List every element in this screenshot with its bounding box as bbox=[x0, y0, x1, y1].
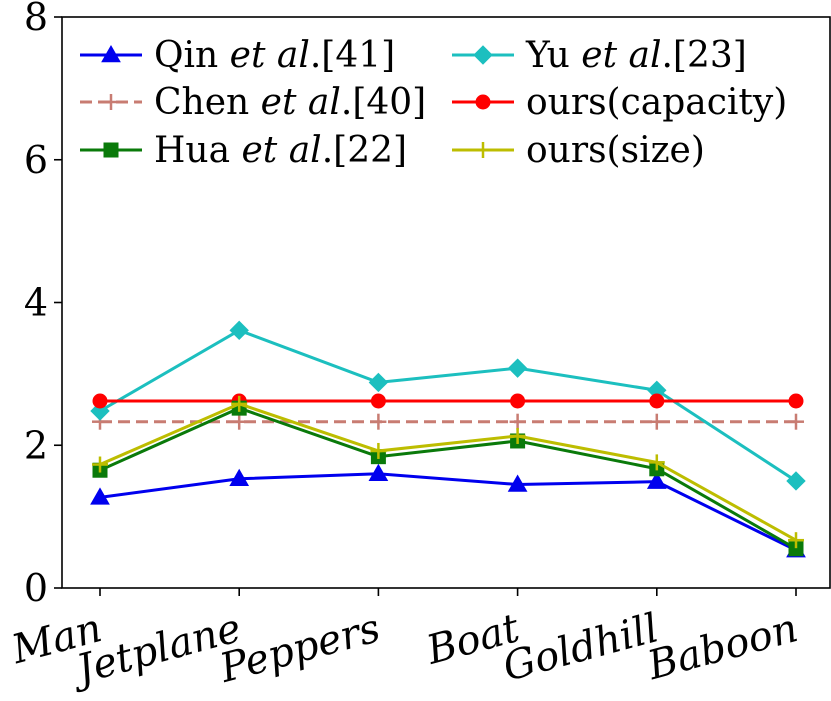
series-ours-size-point-man bbox=[92, 456, 108, 473]
series-chen-et-al-40-point-jetplane bbox=[231, 413, 248, 430]
y-tick-label-0: 0 bbox=[24, 566, 48, 610]
series-yu-et-al-23-line bbox=[99, 328, 797, 483]
series-chen-et-al-40-point-peppers bbox=[370, 413, 387, 430]
series-yu-et-al-23-point-baboon bbox=[786, 471, 806, 491]
series-yu-et-al-23-point-peppers-shape bbox=[368, 372, 389, 393]
legend-item-ours-capacity-label: ours(capacity) bbox=[526, 82, 787, 123]
legend-item-hua-et-al-22: Hua et al.[22] bbox=[80, 130, 407, 171]
series-yu-et-al-23-point-boat-shape bbox=[507, 358, 528, 378]
legend-item-yu-et-al-23-label: Yu et al.[23] bbox=[525, 35, 747, 76]
series-ours-capacity-point-goldhill-shape bbox=[649, 393, 665, 409]
series-qin-et-al-41-point-jetplane bbox=[229, 468, 250, 487]
y-tick-label-8: 8 bbox=[24, 0, 48, 39]
legend-item-ours-capacity: ours(capacity) bbox=[452, 82, 787, 123]
y-tick-label-4: 4 bbox=[24, 281, 48, 325]
series-yu-et-al-23 bbox=[90, 320, 806, 491]
series-ours-capacity-point-boat bbox=[510, 393, 526, 409]
legend-item-hua-et-al-22-swatch-marker bbox=[103, 142, 119, 158]
series-chen-et-al-40-point-baboon bbox=[788, 413, 804, 430]
series-ours-size-point-boat bbox=[509, 427, 526, 444]
y-tick-label-6: 6 bbox=[24, 138, 48, 182]
legend-item-qin-et-al-41-swatch-marker bbox=[101, 44, 121, 63]
series-qin-et-al-41-line bbox=[99, 472, 797, 552]
legend-item-ours-capacity-swatch-marker-shape bbox=[475, 94, 491, 110]
x-tick-label-baboon: Baboon bbox=[642, 605, 802, 689]
series-ours-size bbox=[92, 395, 804, 549]
series-qin-et-al-41-point-boat bbox=[507, 474, 528, 492]
legend-item-ours-size: ours(size) bbox=[452, 130, 705, 171]
legend-item-yu-et-al-23-swatch-marker bbox=[473, 45, 493, 65]
series-qin-et-al-41-point-goldhill bbox=[646, 471, 667, 489]
legend-item-qin-et-al-41: Qin et al.[41] bbox=[80, 35, 395, 76]
series-ours-size-point-peppers bbox=[370, 442, 387, 459]
series-ours-capacity-point-peppers bbox=[370, 393, 386, 409]
x-tick-label-goldhill: Goldhill bbox=[498, 605, 663, 690]
series-ours-capacity bbox=[92, 393, 804, 409]
series-ours-size-line bbox=[99, 402, 797, 542]
legend-item-yu-et-al-23-swatch-marker-shape bbox=[473, 45, 493, 65]
legend-item-chen-et-al-40-label: Chen et al.[40] bbox=[154, 82, 426, 123]
series-ours-size-point-jetplane bbox=[231, 395, 248, 412]
legend-item-chen-et-al-40-swatch-marker bbox=[103, 94, 119, 110]
legend-item-yu-et-al-23: Yu et al.[23] bbox=[452, 35, 747, 76]
y-tick-label-2: 2 bbox=[24, 423, 48, 467]
series-qin-et-al-41-point-goldhill-shape bbox=[646, 471, 667, 489]
legend: Qin et al.[41] Yu et al.[23] Chen et al.[4… bbox=[80, 35, 787, 171]
x-tick-label-peppers: Peppers bbox=[214, 605, 385, 692]
series-chen-et-al-40 bbox=[92, 413, 804, 430]
series-layer bbox=[90, 320, 806, 558]
legend-item-qin-et-al-41-swatch-marker-shape bbox=[101, 44, 121, 63]
series-qin-et-al-41-point-man-shape bbox=[90, 487, 110, 505]
series-qin-et-al-41-point-peppers bbox=[368, 463, 389, 482]
series-ours-capacity-point-man bbox=[92, 393, 108, 409]
series-qin-et-al-41-point-boat-shape bbox=[507, 474, 528, 492]
legend-item-qin-et-al-41-label: Qin et al.[41] bbox=[154, 35, 395, 76]
series-qin-et-al-41-point-man bbox=[90, 487, 110, 505]
legend-item-chen-et-al-40: Chen et al.[40] bbox=[80, 82, 426, 123]
series-ours-capacity-point-goldhill bbox=[649, 393, 665, 409]
series-ours-capacity-point-peppers-shape bbox=[370, 393, 386, 409]
series-ours-capacity-point-boat-shape bbox=[510, 393, 526, 409]
series-yu-et-al-23-point-jetplane-shape bbox=[229, 320, 249, 341]
series-ours-capacity-point-baboon bbox=[788, 393, 804, 409]
series-ours-capacity-point-baboon-shape bbox=[788, 393, 804, 409]
series-qin-et-al-41 bbox=[90, 463, 806, 558]
series-chen-et-al-40-point-boat bbox=[509, 413, 526, 430]
series-hua-et-al-22-line bbox=[99, 406, 797, 551]
series-ours-size-point-baboon bbox=[788, 532, 804, 549]
series-ours-size-point-goldhill bbox=[648, 454, 665, 471]
series-ours-capacity-point-man-shape bbox=[92, 393, 108, 409]
legend-item-ours-size-label: ours(size) bbox=[526, 130, 705, 171]
series-chen-et-al-40-point-goldhill bbox=[648, 413, 665, 430]
series-qin-et-al-41-point-jetplane-shape bbox=[229, 468, 250, 487]
series-yu-et-al-23-point-jetplane bbox=[229, 320, 249, 341]
series-yu-et-al-23-point-baboon-shape bbox=[786, 471, 806, 491]
legend-item-ours-capacity-swatch-marker bbox=[475, 94, 491, 110]
series-yu-et-al-23-point-boat bbox=[507, 358, 528, 378]
legend-item-hua-et-al-22-swatch-marker-shape bbox=[103, 142, 119, 158]
legend-item-ours-size-swatch-marker bbox=[475, 142, 491, 158]
series-yu-et-al-23-point-peppers bbox=[368, 372, 389, 393]
series-qin-et-al-41-point-peppers-shape bbox=[368, 463, 389, 482]
legend-item-hua-et-al-22-label: Hua et al.[22] bbox=[154, 130, 407, 171]
